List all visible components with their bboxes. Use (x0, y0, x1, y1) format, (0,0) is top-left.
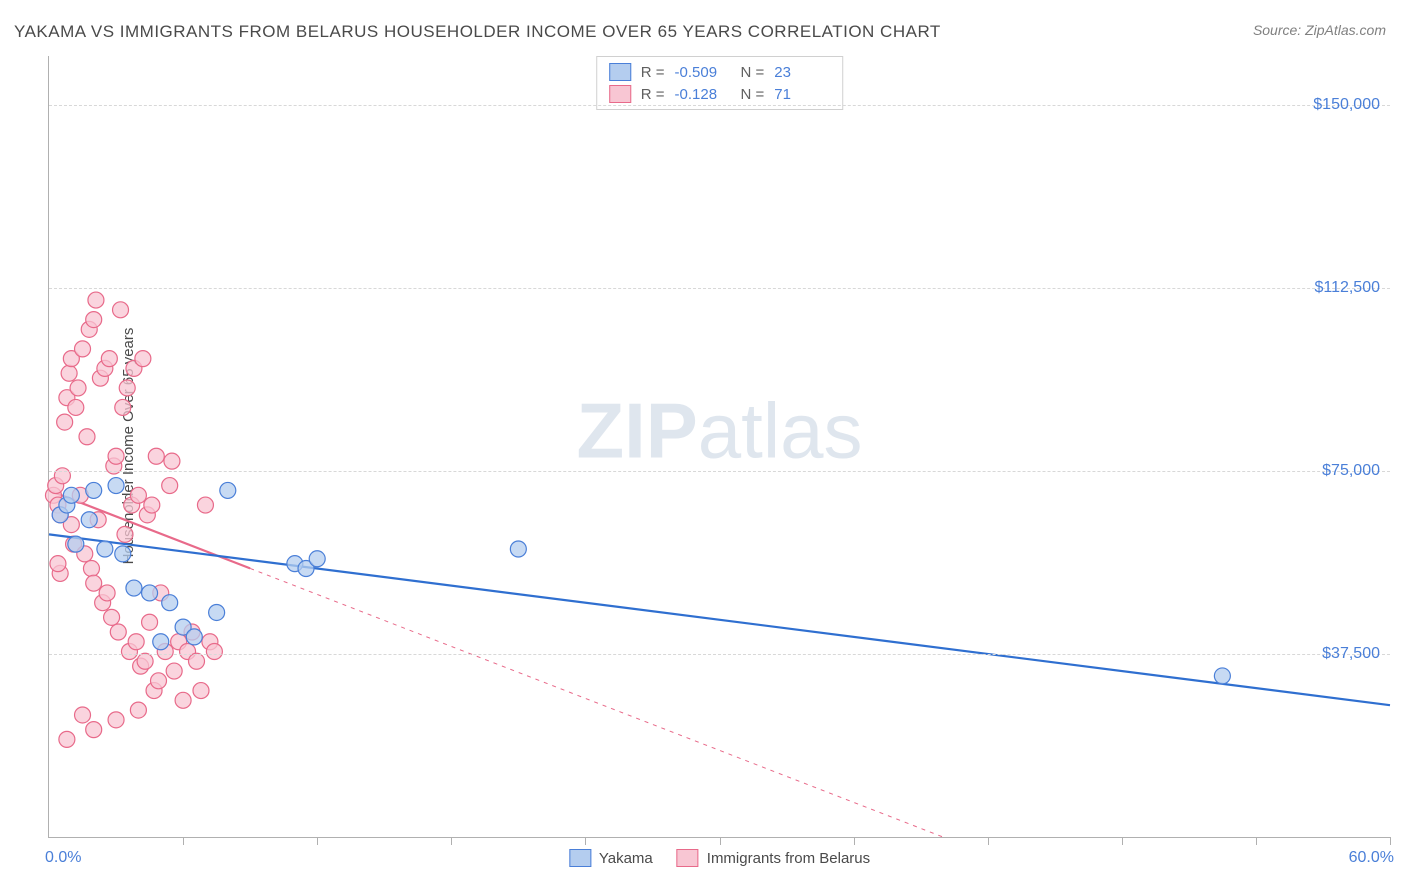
series-legend: Yakama Immigrants from Belarus (569, 849, 870, 867)
x-axis-max: 60.0% (1349, 849, 1394, 867)
source-attribution: Source: ZipAtlas.com (1253, 22, 1386, 38)
y-tick-label: $150,000 (1313, 96, 1380, 114)
swatch-yakama (569, 849, 591, 867)
correlation-chart: YAKAMA VS IMMIGRANTS FROM BELARUS HOUSEH… (0, 0, 1406, 892)
y-tick-label: $37,500 (1322, 645, 1380, 663)
legend-item-yakama: Yakama (569, 849, 653, 867)
chart-title: YAKAMA VS IMMIGRANTS FROM BELARUS HOUSEH… (14, 22, 941, 42)
legend-item-belarus: Immigrants from Belarus (677, 849, 870, 867)
plot-svg (49, 56, 1390, 837)
plot-area: ZIPatlas R = -0.509 N = 23 R = -0.128 N … (48, 56, 1390, 838)
swatch-belarus (677, 849, 699, 867)
y-tick-label: $112,500 (1314, 279, 1380, 297)
y-tick-label: $75,000 (1322, 462, 1380, 480)
x-axis-min: 0.0% (45, 849, 81, 867)
